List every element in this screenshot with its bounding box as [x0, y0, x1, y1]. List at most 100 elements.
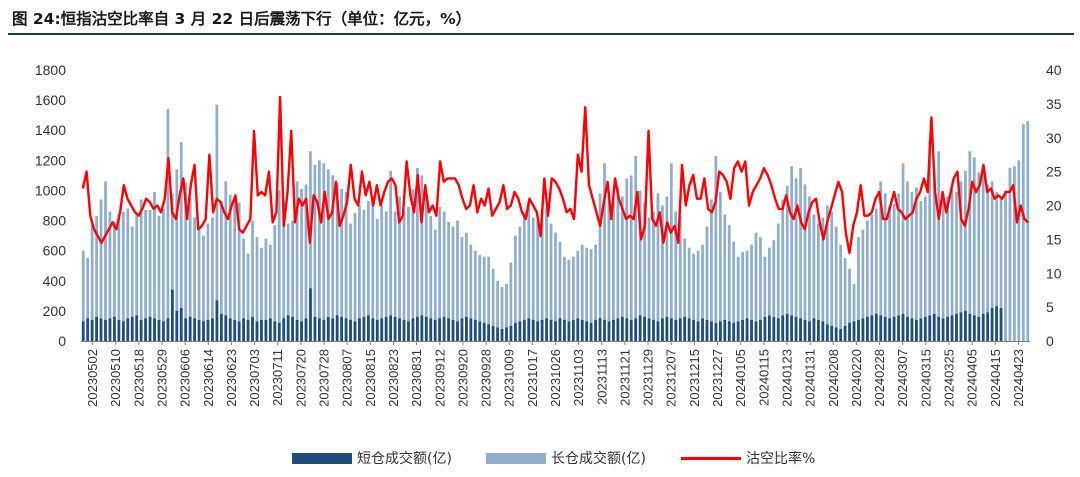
short-volume-bar: [407, 321, 410, 341]
long-volume-bar: [897, 193, 900, 341]
x-axis-tick-label: 20240415: [988, 349, 1003, 407]
short-volume-bar: [380, 318, 384, 341]
short-volume-bar: [384, 316, 388, 341]
short-volume-bar: [242, 318, 245, 341]
short-volume-bar: [558, 318, 562, 341]
long-volume-bar: [433, 229, 437, 341]
right-axis-tick-label: 15: [1046, 231, 1062, 247]
long-volume-bar: [669, 163, 673, 341]
long-volume-bar: [665, 196, 669, 341]
long-volume-bar: [718, 191, 722, 341]
short-volume-bar: [580, 319, 584, 341]
short-volume-bar: [86, 318, 90, 341]
long-volume-bar: [732, 241, 736, 341]
long-volume-bar: [638, 190, 642, 341]
long-volume-bar: [870, 214, 874, 341]
short-volume-bar: [331, 318, 335, 341]
short-volume-bar: [81, 321, 85, 341]
short-volume-bar: [251, 316, 254, 341]
long-volume-bar: [108, 211, 112, 341]
long-volume-bar: [981, 166, 985, 341]
long-volume-bar: [580, 244, 584, 341]
left-axis-tick-label: 1200: [35, 152, 66, 168]
short-volume-bar: [309, 288, 312, 341]
short-volume-bar: [972, 315, 976, 341]
long-volume-bar: [148, 210, 152, 341]
long-volume-bar: [710, 199, 713, 341]
short-volume-bar: [803, 319, 807, 341]
x-axis-tick-label: 20240123: [779, 349, 794, 407]
long-volume-bar: [264, 238, 268, 341]
right-axis-tick-label: 5: [1046, 299, 1054, 315]
left-axis-ticks: 0 200 400 600 800 1000 1200 1400 1600 1800: [35, 62, 66, 349]
long-volume-bar: [932, 172, 936, 341]
long-volume-bar: [1026, 121, 1030, 341]
short-volume-bar: [892, 316, 896, 341]
long-volume-bar: [380, 205, 384, 341]
short-volume-bar: [317, 318, 321, 341]
x-axis-tick-label: 20231017: [525, 349, 540, 407]
long-volume-bar: [228, 194, 232, 341]
short-volume-bar: [219, 313, 223, 341]
right-axis-tick-label: 20: [1046, 198, 1062, 214]
short-volume-bar: [326, 316, 330, 341]
x-axis-tick-label: 20240228: [872, 349, 887, 407]
long-volume-bar: [741, 252, 745, 341]
long-volume-bar: [473, 250, 477, 341]
long-volume-bar: [977, 172, 981, 341]
long-volume-bar: [251, 220, 254, 341]
short-volume-bar: [857, 319, 860, 341]
short-volume-bar: [576, 318, 580, 341]
long-volume-bar: [772, 240, 776, 341]
long-volume-bar: [585, 247, 589, 341]
long-volume-bar: [745, 250, 749, 341]
short-volume-bar: [571, 319, 575, 341]
x-axis-tick-label: 20240315: [918, 349, 933, 407]
x-axis-tick-label: 20240131: [803, 349, 818, 407]
short-volume-bar: [237, 321, 241, 341]
long-volume-bar: [754, 232, 758, 341]
x-axis-tick-label: 20231113: [594, 349, 609, 405]
long-volume-bar: [776, 223, 780, 341]
long-volume-bar: [589, 249, 593, 341]
legend-item-ratio: 沽空比率%: [681, 449, 815, 467]
short-volume-bar: [527, 318, 531, 341]
x-axis-tick-label: 20240423: [1011, 349, 1026, 407]
short-volume-bar: [647, 318, 651, 341]
short-volume-bar: [255, 321, 259, 341]
long-volume-bar: [206, 223, 210, 341]
short-volume-bar: [268, 318, 272, 341]
long-volume-bar: [937, 151, 941, 341]
short-volume-bar: [616, 318, 620, 341]
legend: 短仓成交额(亿) 长仓成交额(亿) 沽空比率%: [0, 449, 1080, 467]
long-volume-bar: [923, 196, 927, 341]
short-volume-bar: [999, 307, 1003, 341]
long-volume-bar: [799, 167, 802, 341]
long-volume-bar: [857, 237, 860, 341]
long-volume-bar: [144, 210, 147, 341]
x-axis-tick-label: 20231129: [641, 349, 656, 406]
x-axis-tick-label: 20240115: [756, 349, 771, 406]
title-rule: [8, 33, 1074, 35]
long-volume-bar: [416, 167, 419, 341]
long-volume-bar: [295, 181, 299, 341]
short-volume-bar: [964, 310, 967, 341]
right-axis-tick-label: 30: [1046, 130, 1062, 146]
long-volume-bar: [830, 211, 834, 341]
long-volume-bar: [625, 178, 629, 341]
long-volume-bar: [273, 225, 277, 341]
short-volume-bars: [81, 288, 1003, 341]
short-volume-bar: [946, 316, 949, 341]
legend-swatch-ratio: [681, 456, 741, 460]
long-volume-bar: [237, 202, 241, 341]
x-axis-tick-label: 20230711: [270, 349, 285, 406]
short-volume-bar: [652, 319, 655, 341]
long-volume-bar: [972, 157, 976, 341]
long-volume-bar: [317, 160, 321, 341]
long-volume-bar: [1013, 166, 1016, 341]
long-volume-bar: [322, 163, 326, 341]
left-axis-tick-label: 800: [43, 213, 67, 229]
x-axis-tick-label: 20230703: [247, 349, 262, 407]
short-volume-bar: [585, 321, 589, 341]
x-axis-tick-label: 20230912: [432, 349, 447, 407]
